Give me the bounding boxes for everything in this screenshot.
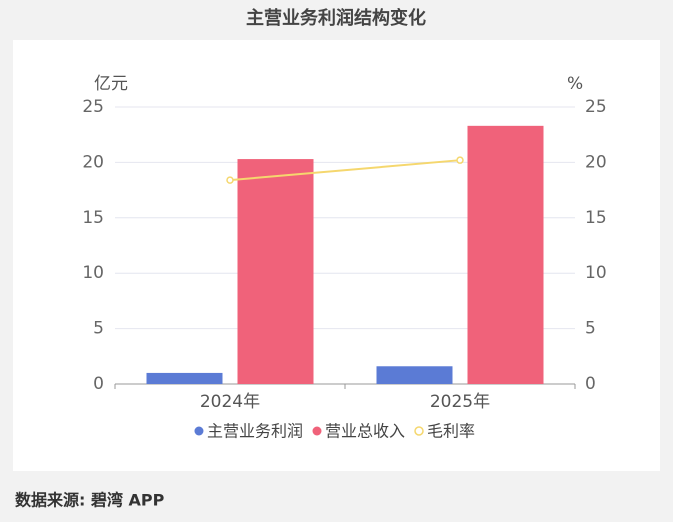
y2-tick-label: 15 <box>585 208 607 228</box>
x-tick-label: 2025年 <box>430 392 490 412</box>
x-tick-label: 2024年 <box>200 392 260 412</box>
line-point <box>456 156 464 164</box>
legend-label: 主营业务利润 <box>207 422 303 441</box>
y-tick-label: 0 <box>93 374 104 394</box>
y-axis-label: 亿元 <box>94 74 128 94</box>
chart-title: 主营业务利润结构变化 <box>246 7 426 29</box>
source-note: 数据来源: 碧湾 APP <box>15 491 165 510</box>
y-tick-label: 15 <box>82 208 104 228</box>
bar <box>376 366 453 384</box>
y-tick-label: 25 <box>82 97 104 117</box>
legend-marker <box>414 426 424 436</box>
y2-tick-label: 5 <box>585 319 596 339</box>
y2-tick-label: 20 <box>585 152 607 172</box>
y2-tick-label: 0 <box>585 374 596 394</box>
legend-marker <box>194 426 204 436</box>
y-tick-label: 10 <box>82 263 104 283</box>
legend-label: 毛利率 <box>427 422 475 441</box>
bar <box>146 372 223 384</box>
chart-card <box>13 40 660 471</box>
line-point <box>226 176 234 184</box>
y2-tick-label: 10 <box>585 263 607 283</box>
bar <box>237 159 314 384</box>
y2-axis-label: % <box>567 74 583 94</box>
legend-marker <box>312 426 322 436</box>
legend-label: 营业总收入 <box>325 422 405 441</box>
y-tick-label: 5 <box>93 319 104 339</box>
line-series <box>229 159 461 182</box>
y2-tick-label: 25 <box>585 97 607 117</box>
y-tick-label: 20 <box>82 152 104 172</box>
bar <box>467 125 544 384</box>
